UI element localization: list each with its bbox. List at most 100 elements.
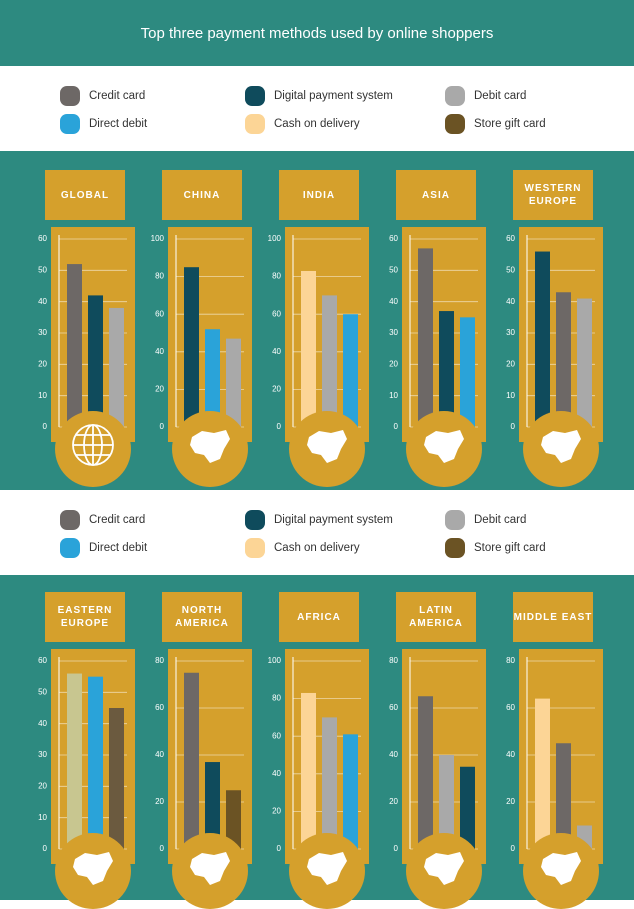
y-tick-label: 50: [38, 265, 47, 274]
bar: [556, 743, 571, 849]
legend-swatch: [60, 114, 80, 134]
y-tick-label: 20: [389, 797, 398, 806]
bar: [205, 762, 220, 849]
bar: [109, 307, 124, 427]
bar: [418, 248, 433, 427]
bar: [184, 267, 199, 427]
y-tick-label: 80: [155, 656, 164, 665]
map-icon: [190, 430, 230, 463]
legend-label: Store gift card: [474, 542, 546, 554]
panel-title: LATIN AMERICA: [396, 592, 476, 642]
y-tick-label: 20: [155, 797, 164, 806]
y-tick-label: 20: [506, 359, 515, 368]
legend-label: Cash on delivery: [274, 118, 360, 130]
y-tick-label: 60: [38, 234, 47, 243]
y-tick-label: 30: [38, 328, 47, 337]
legend-item: Cash on delivery: [245, 538, 360, 558]
bar: [67, 264, 82, 427]
bar: [226, 790, 241, 849]
chart: 0 20 40 60 80: [506, 649, 603, 909]
legend-swatch: [245, 538, 265, 558]
panel-title: CHINA: [162, 170, 242, 220]
y-tick-label: 40: [272, 769, 281, 778]
legend-swatch: [445, 538, 465, 558]
legend-item: Direct debit: [60, 538, 147, 558]
bar: [343, 734, 358, 849]
chart: 0 10 20 30 40 50 60: [38, 227, 135, 487]
y-tick-label: 0: [511, 422, 516, 431]
panel-title: ASIA: [396, 170, 476, 220]
y-tick-label: 20: [506, 797, 515, 806]
legend-label: Direct debit: [89, 118, 148, 130]
y-tick-label: 30: [389, 328, 398, 337]
bar: [226, 338, 241, 427]
panel-title: MIDDLE EAST: [513, 592, 593, 642]
map-icon: [73, 852, 113, 885]
title: Top three payment methods used by online…: [140, 24, 494, 42]
bar: [460, 317, 475, 427]
y-tick-label: 80: [155, 272, 164, 281]
legend-label: Direct debit: [89, 542, 148, 554]
panel-title: WESTERN EUROPE: [513, 170, 593, 220]
bar: [577, 298, 592, 427]
legend-item: Credit card: [60, 510, 145, 530]
bar: [343, 314, 358, 427]
y-tick-label: 20: [389, 359, 398, 368]
y-tick-label: 40: [389, 297, 398, 306]
bar: [67, 673, 82, 849]
chart: 0 20 40 60 80 100: [268, 649, 369, 909]
legend-item: Debit card: [445, 86, 526, 106]
map-icon: [541, 852, 581, 885]
chart: 0 10 20 30 40 50 60: [38, 649, 135, 909]
map-icon: [190, 852, 230, 885]
panel-title: NORTH AMERICA: [162, 592, 242, 642]
y-tick-label: 80: [272, 694, 281, 703]
bar: [301, 692, 316, 849]
bar: [88, 676, 103, 849]
y-tick-label: 0: [511, 844, 516, 853]
legend-label: Credit card: [89, 90, 146, 102]
y-tick-label: 60: [38, 656, 47, 665]
legend-swatch: [445, 510, 465, 530]
y-tick-label: 10: [506, 391, 515, 400]
bar: [418, 696, 433, 849]
legend-swatch: [60, 86, 80, 106]
y-tick-label: 0: [394, 844, 399, 853]
title-banner: Top three payment methods used by online…: [0, 0, 634, 66]
bar: [439, 311, 454, 427]
y-tick-label: 60: [272, 731, 281, 740]
panel-title: AFRICA: [279, 592, 359, 642]
legend-swatch: [445, 114, 465, 134]
legend-item: Cash on delivery: [245, 114, 360, 134]
bar: [184, 672, 199, 849]
y-tick-label: 40: [506, 297, 515, 306]
chart: 0 10 20 30 40 50 60: [506, 227, 603, 487]
legend-swatch: [245, 114, 265, 134]
y-tick-label: 20: [38, 359, 47, 368]
y-tick-label: 50: [506, 265, 515, 274]
bar: [109, 708, 124, 849]
y-tick-label: 40: [38, 297, 47, 306]
y-tick-label: 60: [389, 234, 398, 243]
y-tick-label: 50: [389, 265, 398, 274]
y-tick-label: 0: [160, 422, 165, 431]
legend-label: Digital payment system: [274, 514, 393, 526]
y-tick-label: 40: [506, 750, 515, 759]
y-tick-label: 10: [38, 391, 47, 400]
legend-swatch: [245, 86, 265, 106]
map-icon: [307, 852, 347, 885]
legend-item: Digital payment system: [245, 86, 393, 106]
y-tick-label: 60: [272, 309, 281, 318]
legend-item: Debit card: [445, 510, 526, 530]
y-tick-label: 80: [506, 656, 515, 665]
y-tick-label: 60: [506, 234, 515, 243]
chart: 0 20 40 60 80 100: [268, 227, 369, 487]
y-tick-label: 40: [272, 347, 281, 356]
bar: [556, 292, 571, 427]
chart: 0 20 40 60 80: [155, 649, 252, 909]
y-tick-label: 20: [38, 781, 47, 790]
y-tick-label: 40: [38, 719, 47, 728]
map-icon: [424, 852, 464, 885]
y-tick-label: 0: [394, 422, 399, 431]
